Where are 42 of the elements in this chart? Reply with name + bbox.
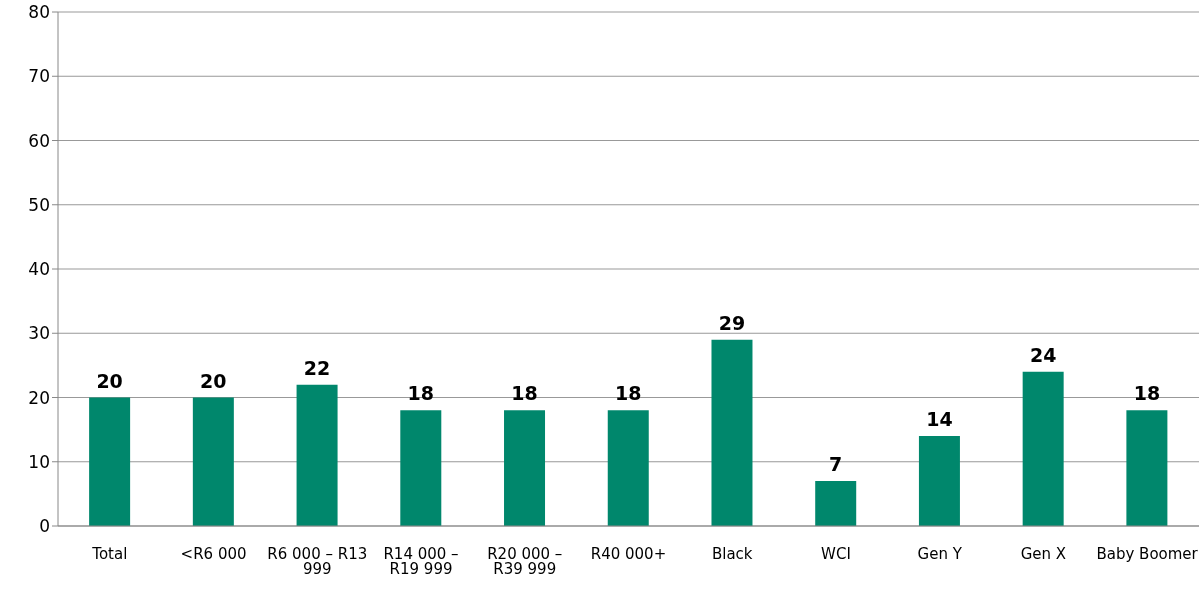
y-tick-label: 20 — [28, 387, 50, 408]
data-label: 18 — [407, 382, 435, 405]
y-tick-label: 30 — [28, 323, 50, 344]
data-label: 18 — [1133, 382, 1161, 405]
x-tick-label: Baby Boomer — [1096, 544, 1199, 563]
data-label: 20 — [96, 369, 123, 392]
y-tick-label: 70 — [28, 66, 50, 87]
x-tick-label: R40 000+ — [590, 544, 667, 563]
y-tick-label: 80 — [28, 2, 50, 23]
bar — [400, 410, 442, 526]
bar — [711, 339, 753, 526]
data-label: 24 — [1029, 343, 1057, 366]
bar — [192, 397, 234, 526]
data-label: 7 — [829, 453, 843, 476]
x-tick-label: R14 000 – R19 999 — [383, 544, 459, 578]
x-tick-label: <R6 000 — [180, 544, 247, 563]
bar — [1022, 371, 1064, 526]
bar — [296, 384, 338, 526]
x-tick-label: Total — [91, 544, 128, 563]
data-label: 14 — [926, 408, 953, 431]
data-label: 18 — [511, 382, 538, 405]
data-label: 20 — [200, 369, 227, 392]
y-tick-label: 50 — [28, 194, 50, 215]
data-label: 18 — [615, 382, 642, 405]
y-tick-label: 10 — [28, 451, 50, 472]
bar — [504, 410, 546, 526]
bar — [918, 436, 960, 526]
data-label: 29 — [718, 311, 746, 334]
x-tick-label: R6 000 – R13 999 — [267, 544, 368, 578]
y-tick-label: 40 — [28, 259, 50, 280]
x-tick-label: Gen Y — [917, 544, 963, 563]
bar — [1126, 410, 1168, 526]
x-tick-label: WCI — [821, 544, 851, 563]
y-tick-label: 60 — [28, 130, 50, 151]
x-tick-label: Black — [711, 544, 753, 563]
x-tick-label: R20 000 – R39 999 — [487, 544, 563, 578]
x-tick-label: Gen X — [1020, 544, 1067, 563]
bar — [89, 397, 131, 526]
y-tick-label: 0 — [39, 516, 50, 537]
bar — [607, 410, 649, 526]
data-label: 22 — [303, 356, 331, 379]
bar — [815, 481, 857, 526]
